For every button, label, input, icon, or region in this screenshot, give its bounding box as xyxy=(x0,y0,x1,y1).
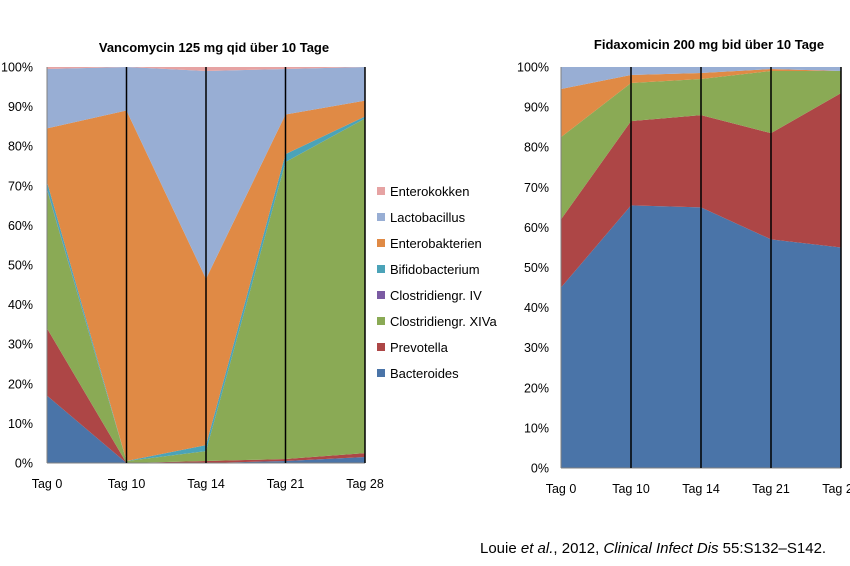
legend-swatch xyxy=(377,265,385,273)
citation-author: Louie xyxy=(480,540,521,557)
legend-item: Enterokokken xyxy=(377,178,497,204)
y-tick-label: 60% xyxy=(8,219,33,233)
legend-item: Lactobacillus xyxy=(377,204,497,230)
legend-label: Prevotella xyxy=(390,339,448,355)
y-tick-label: 50% xyxy=(524,261,549,275)
chart-fidaxomicin: Fidaxomicin 200 mg bid über 10 Tage 0% 10%… xyxy=(517,37,850,496)
y-tick-label: 60% xyxy=(524,221,549,235)
citation-ref: 55:S132–S142. xyxy=(718,540,827,557)
chart-title: Vancomycin 125 mg qid über 10 Tage xyxy=(99,40,329,55)
y-tick-label: 0% xyxy=(15,457,33,471)
legend-label: Clostridiengr. XIVa xyxy=(390,313,497,329)
y-tick-label: 0% xyxy=(531,462,549,476)
x-tick-label: Tag 0 xyxy=(546,482,577,496)
y-tick-label: 90% xyxy=(8,100,33,114)
legend-label: Bacteroides xyxy=(390,365,459,381)
x-tick-label: Tag 14 xyxy=(682,482,720,496)
legend-swatch xyxy=(377,291,385,299)
x-tick-label: Tag 21 xyxy=(267,477,305,491)
legend: Enterokokken Lactobacillus Enterobakterien… xyxy=(377,178,497,386)
y-tick-label: 40% xyxy=(8,298,33,312)
y-tick-label: 90% xyxy=(524,101,549,115)
x-tick-label: Tag 21 xyxy=(752,482,790,496)
y-tick-label: 30% xyxy=(8,338,33,352)
legend-swatch xyxy=(377,317,385,325)
y-tick-label: 70% xyxy=(8,179,33,193)
legend-swatch xyxy=(377,343,385,351)
chart-vancomycin: Vancomycin 125 mg qid über 10 Tage 0% 10% 2… xyxy=(1,40,384,491)
y-tick-label: 80% xyxy=(524,141,549,155)
x-tick-label: Tag 28 xyxy=(346,477,384,491)
y-tick-label: 40% xyxy=(524,301,549,315)
legend-item: Prevotella xyxy=(377,334,497,360)
legend-swatch xyxy=(377,213,385,221)
x-tick-label: Tag 10 xyxy=(108,477,146,491)
x-tick-label: Tag 14 xyxy=(187,477,225,491)
y-tick-label: 100% xyxy=(1,61,33,75)
y-tick-label: 100% xyxy=(517,61,549,75)
citation-year: , 2012, xyxy=(553,540,604,557)
x-tick-label: Tag 0 xyxy=(32,477,63,491)
legend-label: Bifidobacterium xyxy=(390,261,480,277)
y-tick-label: 10% xyxy=(524,421,549,435)
y-tick-label: 50% xyxy=(8,259,33,273)
legend-swatch xyxy=(377,369,385,377)
citation-journal: Clinical Infect Dis xyxy=(603,540,719,557)
legend-item: Bacteroides xyxy=(377,360,497,386)
legend-item: Clostridiengr. IV xyxy=(377,282,497,308)
legend-item: Clostridiengr. XIVa xyxy=(377,308,497,334)
legend-swatch xyxy=(377,239,385,247)
legend-swatch xyxy=(377,187,385,195)
y-tick-label: 30% xyxy=(524,341,549,355)
chart-title: Fidaxomicin 200 mg bid über 10 Tage xyxy=(594,37,824,52)
y-tick-label: 20% xyxy=(8,377,33,391)
legend-label: Lactobacillus xyxy=(390,209,466,225)
legend-label: Enterobakterien xyxy=(390,235,482,251)
legend-item: Enterobakterien xyxy=(377,230,497,256)
legend-label: Enterokokken xyxy=(390,183,470,199)
y-tick-label: 70% xyxy=(524,181,549,195)
x-tick-label: Tag 10 xyxy=(612,482,650,496)
area-bacteroides xyxy=(47,395,365,463)
legend-label: Clostridiengr. IV xyxy=(390,287,482,303)
y-tick-label: 80% xyxy=(8,140,33,154)
y-tick-label: 20% xyxy=(524,381,549,395)
x-tick-label: Tag 28 xyxy=(822,482,850,496)
citation: Louie et al., 2012, Clinical Infect Dis … xyxy=(480,540,826,557)
y-tick-label: 10% xyxy=(8,417,33,431)
legend-item: Bifidobacterium xyxy=(377,256,497,282)
citation-etal: et al. xyxy=(520,540,554,557)
